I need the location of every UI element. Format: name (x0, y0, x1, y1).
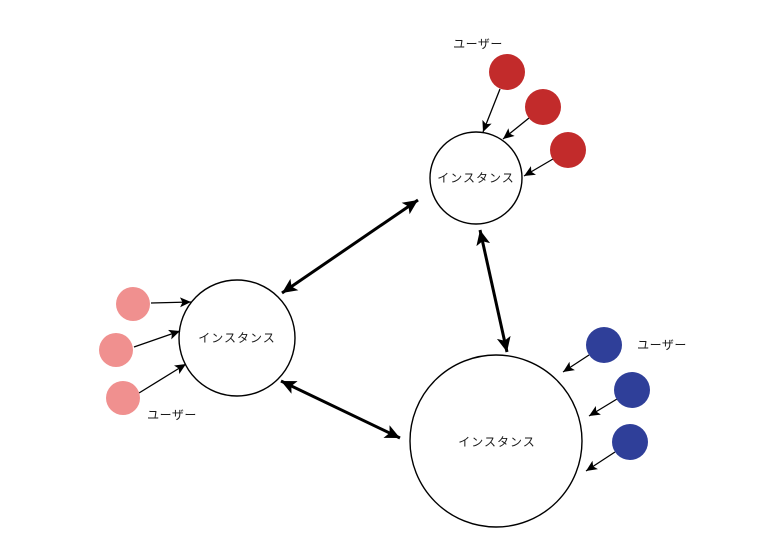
user-group-pink-label: ユーザー (147, 408, 197, 422)
user-node (525, 89, 561, 125)
user-group-red: ユーザー (453, 37, 586, 177)
user-arrow (523, 158, 554, 177)
instance-label-top: インスタンス (437, 171, 515, 185)
instance-nodes: インスタンス インスタンス インスタンス (178, 131, 583, 528)
user-group-blue: ユーザー (562, 327, 687, 472)
user-node (116, 287, 150, 321)
user-node (489, 54, 525, 90)
user-arrow (562, 354, 590, 373)
user-group-red-label: ユーザー (453, 37, 503, 51)
user-arrow (502, 117, 530, 140)
link-left-bottomright-arrow (280, 379, 401, 440)
user-node (550, 132, 586, 168)
user-node (99, 333, 133, 367)
instance-label-bottom-right: インスタンス (458, 435, 536, 449)
instance-node-bottom-right (409, 354, 583, 528)
link-top-bottomright-arrow (476, 229, 511, 353)
user-node (106, 381, 140, 415)
user-node (586, 327, 622, 363)
user-arrow (482, 88, 501, 133)
instance-label-left: インスタンス (198, 331, 276, 345)
link-left-top-arrow (281, 198, 419, 295)
instance-links (280, 198, 511, 440)
user-group-blue-label: ユーザー (637, 338, 687, 352)
user-arrow (588, 398, 618, 417)
user-node (612, 424, 648, 460)
user-arrow (150, 297, 192, 308)
user-group-pink: ユーザー (99, 287, 197, 422)
user-arrow (138, 363, 187, 394)
user-arrow (585, 451, 616, 472)
user-arrow (133, 329, 181, 348)
instance-node-top (429, 131, 523, 225)
user-node (614, 372, 650, 408)
